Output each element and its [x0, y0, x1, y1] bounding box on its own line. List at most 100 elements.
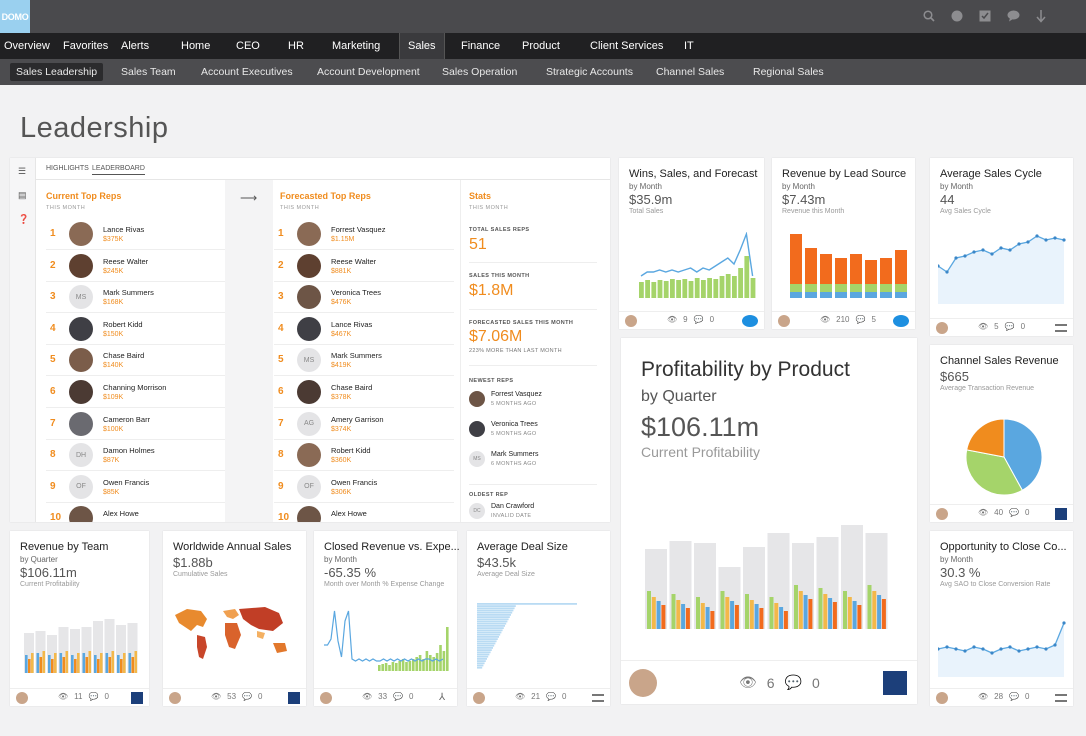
help-icon[interactable]: ❓ — [18, 214, 30, 224]
rep-row[interactable]: 9 OF Owen Francis $85K — [46, 472, 225, 503]
tab-leaderboard[interactable]: LEADERBOARD — [92, 165, 145, 175]
owner-avatar[interactable] — [629, 669, 657, 697]
search-icon[interactable] — [922, 8, 936, 24]
rep-row[interactable]: 10 Alex Howe — [274, 503, 454, 522]
rep-row[interactable]: 8 Robert Kidd $360K — [274, 440, 454, 472]
world-map[interactable] — [173, 601, 297, 665]
list-icon — [1055, 694, 1067, 702]
rep-name: Lance Rivas — [103, 225, 145, 234]
rep-row[interactable]: 4 Lance Rivas $467K — [274, 314, 454, 345]
owner-avatar[interactable] — [936, 322, 948, 334]
owner-avatar[interactable] — [320, 692, 332, 704]
average-deal-size-card[interactable]: Average Deal Size $43.5k Average Deal Si… — [467, 531, 610, 706]
rep-row[interactable]: 2 Reese Walter $245K — [46, 251, 225, 282]
team-bar-chart[interactable] — [22, 611, 142, 673]
subnav-channel-sales[interactable]: Channel Sales — [656, 66, 725, 78]
wins-sales-forecast-card[interactable]: Wins, Sales, and Forecast by Month $35.9… — [619, 158, 764, 329]
tasks-icon[interactable] — [978, 8, 992, 24]
current-top-reps-title: Current Top Reps — [46, 191, 122, 201]
profit-bar — [661, 605, 666, 629]
nav-home[interactable]: Home — [181, 40, 211, 52]
revenue-lead-source-card[interactable]: Revenue by Lead Source by Month $7.43m R… — [772, 158, 915, 329]
card-caption: Avg Sales Cycle — [940, 208, 991, 215]
revenue-by-team-card[interactable]: Revenue by Team by Quarter $106.11m Curr… — [10, 531, 149, 706]
subnav-sales-leadership[interactable]: Sales Leadership — [10, 63, 104, 81]
opportunity-line-chart[interactable] — [938, 607, 1066, 677]
nav-sales[interactable]: Sales — [399, 33, 445, 59]
rep-row[interactable]: 5 Chase Baird $140K — [46, 345, 225, 377]
profitability-by-product-card[interactable]: Profitability by Product by Quarter $106… — [621, 338, 917, 704]
subnav-account-development[interactable]: Account Development — [317, 66, 420, 78]
nav-favorites[interactable]: Favorites — [63, 40, 109, 52]
rep-row[interactable]: 3 Veronica Trees $476K — [274, 282, 454, 314]
menu-icon[interactable]: ☰ — [18, 166, 27, 176]
rep-row[interactable]: 1 Forrest Vasquez $1.15M — [274, 219, 454, 250]
sub-nav: Sales Leadership Sales Team Account Exec… — [0, 59, 1086, 85]
average-sales-cycle-card[interactable]: Average Sales Cycle by Month 44 Avg Sale… — [930, 158, 1073, 336]
nav-ceo[interactable]: CEO — [236, 40, 260, 52]
nav-overview[interactable]: Overview — [4, 40, 50, 52]
nav-finance[interactable]: Finance — [461, 40, 501, 52]
card-stats: 👁 53 💬 0 — [211, 692, 262, 701]
rep-row[interactable]: 6 Channing Morrison $109K — [46, 377, 225, 408]
rep-row[interactable]: 8 DH Damon Holmes $87K — [46, 440, 225, 472]
rep-row[interactable]: 10 Alex Howe — [46, 503, 225, 522]
profit-bar — [783, 611, 788, 629]
nav-marketing[interactable]: Marketing — [332, 40, 381, 52]
document-icon[interactable]: ▤ — [18, 190, 27, 200]
lead-source-stacked-chart[interactable] — [788, 234, 910, 298]
worldwide-annual-sales-card[interactable]: Worldwide Annual Sales $1.88b Cumulative… — [163, 531, 306, 706]
download-icon[interactable] — [1034, 8, 1048, 24]
rep-avatar — [69, 380, 93, 404]
nav-it[interactable]: IT — [684, 40, 694, 52]
owner-avatar[interactable] — [936, 692, 948, 704]
sales-cycle-line-chart[interactable] — [938, 228, 1066, 304]
rep-row[interactable]: 2 Reese Walter $881K — [274, 251, 454, 282]
card-value: $665 — [940, 369, 969, 384]
chat-icon[interactable] — [1006, 8, 1020, 24]
nav-alerts[interactable]: Alerts — [121, 40, 150, 52]
views-count: 9 — [683, 315, 688, 324]
channel-sales-revenue-card[interactable]: Channel Sales Revenue $665 Average Trans… — [930, 345, 1073, 522]
rep-row[interactable]: 3 MS Mark Summers $168K — [46, 282, 225, 314]
team-bar-background — [24, 633, 34, 673]
closed-revenue-chart[interactable] — [324, 601, 450, 673]
rep-row[interactable]: 1 Lance Rivas $375K — [46, 219, 225, 250]
globe-icon[interactable] — [950, 8, 964, 24]
subnav-strategic-accounts[interactable]: Strategic Accounts — [546, 66, 633, 78]
lead-bar-segment — [850, 284, 862, 292]
lead-bar-segment — [820, 292, 832, 298]
deal-size-bar-chart[interactable] — [477, 603, 601, 673]
owner-avatar[interactable] — [625, 315, 637, 327]
subnav-sales-team[interactable]: Sales Team — [121, 66, 176, 78]
deal-bar — [477, 609, 514, 612]
owner-avatar[interactable] — [16, 692, 28, 704]
nav-hr[interactable]: HR — [288, 40, 304, 52]
rep-row[interactable]: 7 AG Amery Garrison $374K — [274, 409, 454, 440]
nav-product[interactable]: Product — [522, 40, 560, 52]
card-footer: 👁 11 💬 0 — [10, 688, 149, 706]
rep-row[interactable]: 4 Robert Kidd $150K — [46, 314, 225, 345]
rep-row[interactable]: 5 MS Mark Summers $419K — [274, 345, 454, 377]
profitability-bar-chart[interactable] — [643, 513, 888, 633]
owner-avatar[interactable] — [473, 692, 485, 704]
opportunity-to-close-card[interactable]: Opportunity to Close Co... by Month 30.3… — [930, 531, 1073, 706]
rep-amount: $375K — [103, 236, 124, 243]
owner-avatar[interactable] — [936, 508, 948, 520]
rep-row[interactable]: 9 OF Owen Francis $306K — [274, 472, 454, 503]
rep-row[interactable]: 6 Chase Baird $378K — [274, 377, 454, 408]
owner-avatar[interactable] — [778, 315, 790, 327]
subnav-sales-operation[interactable]: Sales Operation — [442, 66, 518, 78]
profit-bar — [745, 594, 749, 629]
nav-client-services[interactable]: Client Services — [590, 40, 664, 52]
tab-highlights[interactable]: HIGHLIGHTS — [46, 165, 89, 172]
wins-combo-chart[interactable] — [635, 232, 759, 298]
domo-logo[interactable]: DOMO — [0, 0, 30, 33]
subnav-account-executives[interactable]: Account Executives — [201, 66, 293, 78]
closed-revenue-vs-expense-card[interactable]: Closed Revenue vs. Expe... by Month -65.… — [314, 531, 460, 706]
owner-avatar[interactable] — [169, 692, 181, 704]
rep-row[interactable]: 7 Cameron Barr $100K — [46, 409, 225, 440]
lead-bar-segment — [895, 250, 907, 270]
channel-pie-chart[interactable] — [964, 417, 1044, 497]
subnav-regional-sales[interactable]: Regional Sales — [753, 66, 824, 78]
